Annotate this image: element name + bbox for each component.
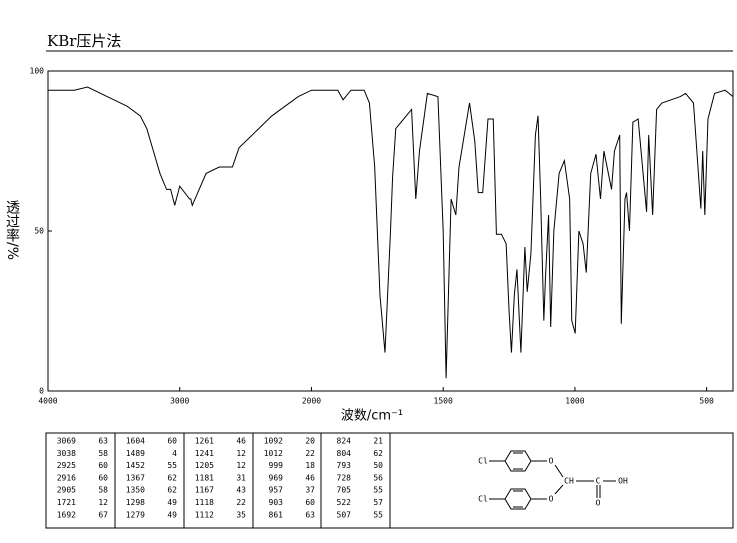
peak-transmittance: 46 [236,437,246,446]
atom-label: O [549,457,554,466]
peak-wavenumber: 1205 [195,461,214,470]
peak-transmittance: 31 [236,473,246,482]
peak-wavenumber: 861 [269,510,284,519]
peak-transmittance: 50 [373,461,383,470]
peak-wavenumber: 507 [337,510,352,519]
peak-wavenumber: 1118 [195,498,214,507]
peak-transmittance: 43 [236,486,246,495]
peak-wavenumber: 1167 [195,486,214,495]
peak-wavenumber: 2905 [57,486,76,495]
peak-wavenumber: 3038 [57,449,76,458]
peak-wavenumber: 2916 [57,473,76,482]
x-tick-label: 4000 [38,397,57,406]
peak-transmittance: 67 [98,510,108,519]
peak-wavenumber: 728 [337,473,352,482]
peak-transmittance: 56 [373,473,383,482]
spectrum-line [48,86,734,379]
x-tick-label: 1000 [565,397,584,406]
peak-wavenumber: 522 [337,498,352,507]
peak-transmittance: 60 [98,461,108,470]
peak-transmittance: 55 [373,486,383,495]
peak-transmittance: 63 [305,510,315,519]
peak-transmittance: 21 [373,437,383,446]
peak-transmittance: 55 [167,461,177,470]
table-dividers [114,433,391,528]
peak-wavenumber: 1452 [126,461,145,470]
peak-wavenumber: 1112 [195,510,214,519]
peak-wavenumber: 1241 [195,449,214,458]
peak-wavenumber: 969 [269,473,284,482]
peak-transmittance: 22 [305,449,315,458]
peak-wavenumber: 793 [337,461,352,470]
peak-wavenumber: 804 [337,449,352,458]
peak-transmittance: 35 [236,510,246,519]
peak-wavenumber: 1692 [57,510,76,519]
peak-wavenumber: 3069 [57,437,76,446]
peak-wavenumber: 1092 [264,437,283,446]
peak-wavenumber: 999 [269,461,284,470]
peak-wavenumber: 705 [337,486,352,495]
peak-wavenumber: 1489 [126,449,145,458]
peak-wavenumber: 1181 [195,473,214,482]
peak-transmittance: 18 [305,461,315,470]
peak-transmittance: 62 [373,449,383,458]
peak-transmittance: 37 [305,486,315,495]
peak-transmittance: 4 [172,449,177,458]
peak-transmittance: 62 [167,486,177,495]
peak-wavenumber: 957 [269,486,284,495]
y-axis-label: 透过率/% [4,200,20,260]
peak-transmittance: 63 [98,437,108,446]
y-tick-label: 0 [39,387,44,396]
peak-wavenumber: 1298 [126,498,145,507]
atom-label: Cl [478,495,488,504]
atom-label: Cl [478,457,488,466]
atom-label: OH [618,477,628,486]
peak-transmittance: 55 [373,510,383,519]
atom-label: C [596,477,601,486]
peak-transmittance: 58 [98,486,108,495]
y-tick-label: 50 [34,227,44,236]
peak-wavenumber: 824 [337,437,352,446]
peak-transmittance: 62 [167,473,177,482]
x-tick-label: 3000 [170,397,189,406]
peak-wavenumber: 1721 [57,498,76,507]
atom-label: O [549,495,554,504]
peak-transmittance: 60 [98,473,108,482]
peak-transmittance: 12 [236,449,246,458]
peak-transmittance: 57 [373,498,383,507]
peak-wavenumber: 1279 [126,510,145,519]
structure-bonds [489,450,616,510]
peak-transmittance: 46 [305,473,315,482]
peak-transmittance: 20 [305,437,315,446]
atom-label: CH [564,477,574,486]
peak-transmittance: 58 [98,449,108,458]
x-tick-label: 500 [699,397,714,406]
peak-transmittance: 49 [167,498,177,507]
peak-transmittance: 12 [236,461,246,470]
peak-wavenumber: 1604 [126,437,145,446]
x-tick-label: 1500 [434,397,453,406]
peak-transmittance: 60 [167,437,177,446]
peak-wavenumber: 1012 [264,449,283,458]
peak-transmittance: 22 [236,498,246,507]
peak-transmittance: 60 [305,498,315,507]
x-tick-label: 2000 [302,397,321,406]
chart-title: KBr压片法 [47,32,121,50]
peak-transmittance: 12 [98,498,108,507]
atom-label: O [596,499,601,508]
peak-wavenumber: 1367 [126,473,145,482]
peak-wavenumber: 1350 [126,486,145,495]
peak-transmittance: 49 [167,510,177,519]
peak-wavenumber: 2925 [57,461,76,470]
peak-wavenumber: 1261 [195,437,214,446]
x-axis-label: 波数/cm⁻¹ [341,409,403,424]
peak-wavenumber: 903 [269,498,284,507]
y-tick-label: 100 [30,67,45,76]
